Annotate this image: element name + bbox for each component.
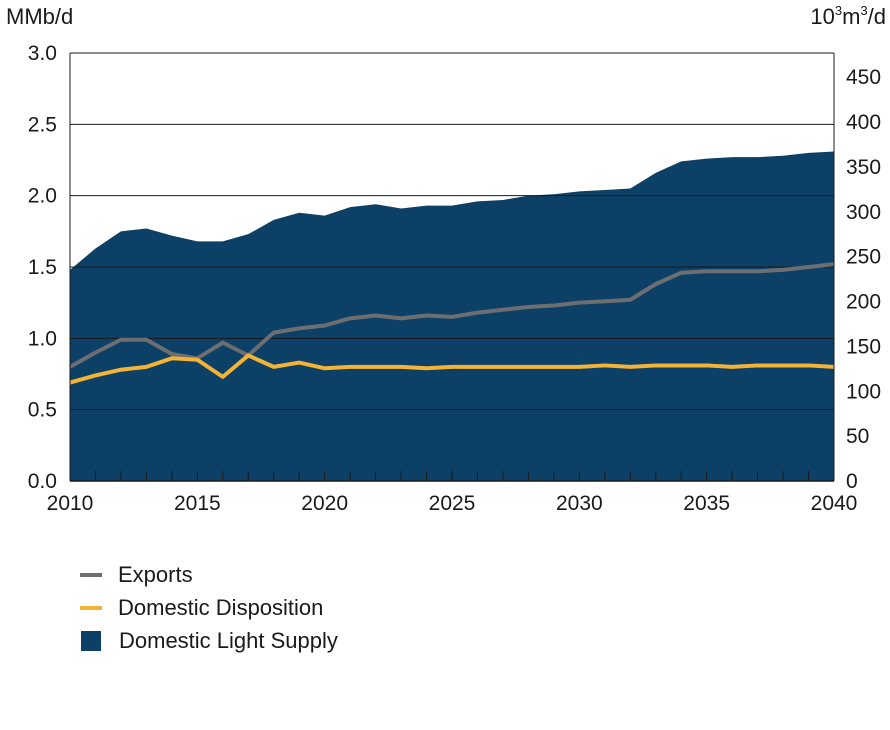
y-right-tick-label-8: 400 <box>846 111 881 134</box>
legend-label-exports: Exports <box>118 561 193 587</box>
x-tick-label-0: 2010 <box>47 492 94 515</box>
y-right-tick-label-3: 150 <box>846 335 881 358</box>
x-tick-label-3: 2025 <box>429 492 476 515</box>
line-domestic-disposition <box>69 353 835 385</box>
y-tick-label-2: 1.0 <box>28 327 57 350</box>
y-tick-label-4: 2.0 <box>28 185 57 208</box>
y-right-tick-label-4: 200 <box>846 291 881 314</box>
y-tick-label-1: 0.5 <box>28 399 57 422</box>
y-tick-label-5: 2.5 <box>28 113 57 136</box>
x-tick-label-4: 2030 <box>556 492 603 515</box>
legend-label-domestic-disposition: Domestic Disposition <box>118 594 324 620</box>
y-right-tick-label-7: 350 <box>846 156 881 179</box>
axes: 0.0 0.5 1.0 1.5 2.0 2.5 3.0 0 50 100 150 200 250 300 3… <box>28 42 881 515</box>
x-tick-label-6: 2040 <box>811 492 858 515</box>
legend-swatch-exports <box>80 572 102 577</box>
y-tick-label-3: 1.5 <box>28 256 57 279</box>
x-tick-label-1: 2015 <box>174 492 221 515</box>
y-right-tick-label-0: 0 <box>846 470 858 493</box>
x-tick-label-5: 2035 <box>683 492 730 515</box>
right-axis-unit: 103m3/d <box>810 3 886 29</box>
y-right-tick-label-5: 250 <box>846 246 881 269</box>
legend-swatch-domestic-disposition <box>80 605 102 610</box>
legend: Exports Domestic Disposition Domestic Li… <box>80 558 338 657</box>
y-tick-label-6: 3.0 <box>28 42 57 65</box>
y-right-tick-label-9: 450 <box>846 66 881 89</box>
y-right-tick-label-1: 50 <box>846 425 869 448</box>
legend-item-domestic-disposition: Domestic Disposition <box>80 591 338 624</box>
y-tick-label-0: 0.0 <box>28 470 57 493</box>
y-right-tick-label-2: 100 <box>846 380 881 403</box>
x-tick-label-2: 2020 <box>301 492 348 515</box>
legend-item-domestic-light-supply: Domestic Light Supply <box>80 624 338 657</box>
left-axis-unit: MMb/d <box>6 4 73 29</box>
legend-label-domestic-light-supply: Domestic Light Supply <box>119 627 338 653</box>
legend-item-exports: Exports <box>80 558 338 591</box>
line-layer <box>69 262 835 385</box>
legend-swatch-domestic-light-supply <box>81 630 101 651</box>
y-right-tick-label-6: 300 <box>846 201 881 224</box>
